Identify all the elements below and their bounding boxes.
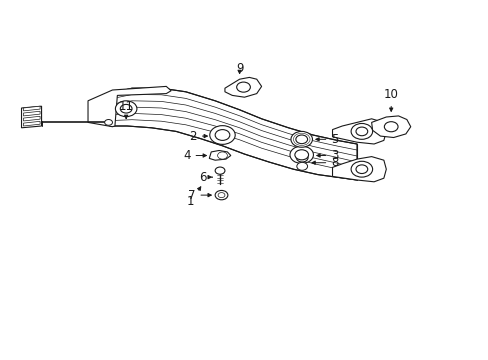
Polygon shape [23, 106, 40, 111]
Text: 11: 11 [119, 100, 133, 119]
Circle shape [217, 152, 227, 159]
Text: 9: 9 [235, 62, 243, 75]
Circle shape [350, 161, 372, 177]
Circle shape [215, 130, 229, 140]
Circle shape [104, 120, 112, 125]
Text: 6: 6 [199, 171, 212, 184]
Circle shape [294, 150, 308, 160]
Circle shape [296, 162, 307, 170]
Text: 4: 4 [183, 149, 206, 162]
Circle shape [293, 133, 309, 145]
Polygon shape [23, 111, 40, 116]
Circle shape [115, 101, 137, 117]
Circle shape [290, 131, 312, 147]
Text: 1: 1 [186, 187, 201, 208]
Circle shape [295, 135, 307, 144]
Polygon shape [88, 86, 171, 127]
Circle shape [236, 82, 250, 92]
Polygon shape [23, 116, 40, 121]
Text: 5: 5 [315, 133, 338, 146]
Circle shape [384, 122, 397, 132]
Circle shape [296, 153, 307, 162]
Circle shape [355, 165, 367, 174]
Circle shape [120, 104, 132, 113]
Text: 7: 7 [187, 189, 211, 202]
Circle shape [350, 123, 372, 139]
Polygon shape [371, 116, 410, 138]
Text: 2: 2 [189, 130, 207, 143]
Polygon shape [332, 119, 386, 144]
Text: 10: 10 [383, 88, 398, 111]
Polygon shape [21, 106, 41, 128]
Circle shape [215, 167, 224, 174]
Polygon shape [224, 77, 261, 97]
Polygon shape [209, 150, 230, 160]
Text: 8: 8 [311, 156, 338, 169]
Circle shape [215, 190, 227, 200]
Polygon shape [23, 121, 40, 126]
Text: 3: 3 [316, 149, 338, 162]
Circle shape [355, 127, 367, 136]
Polygon shape [332, 157, 386, 182]
Circle shape [209, 126, 235, 144]
Polygon shape [110, 88, 356, 180]
Circle shape [218, 193, 224, 198]
Circle shape [289, 146, 313, 163]
